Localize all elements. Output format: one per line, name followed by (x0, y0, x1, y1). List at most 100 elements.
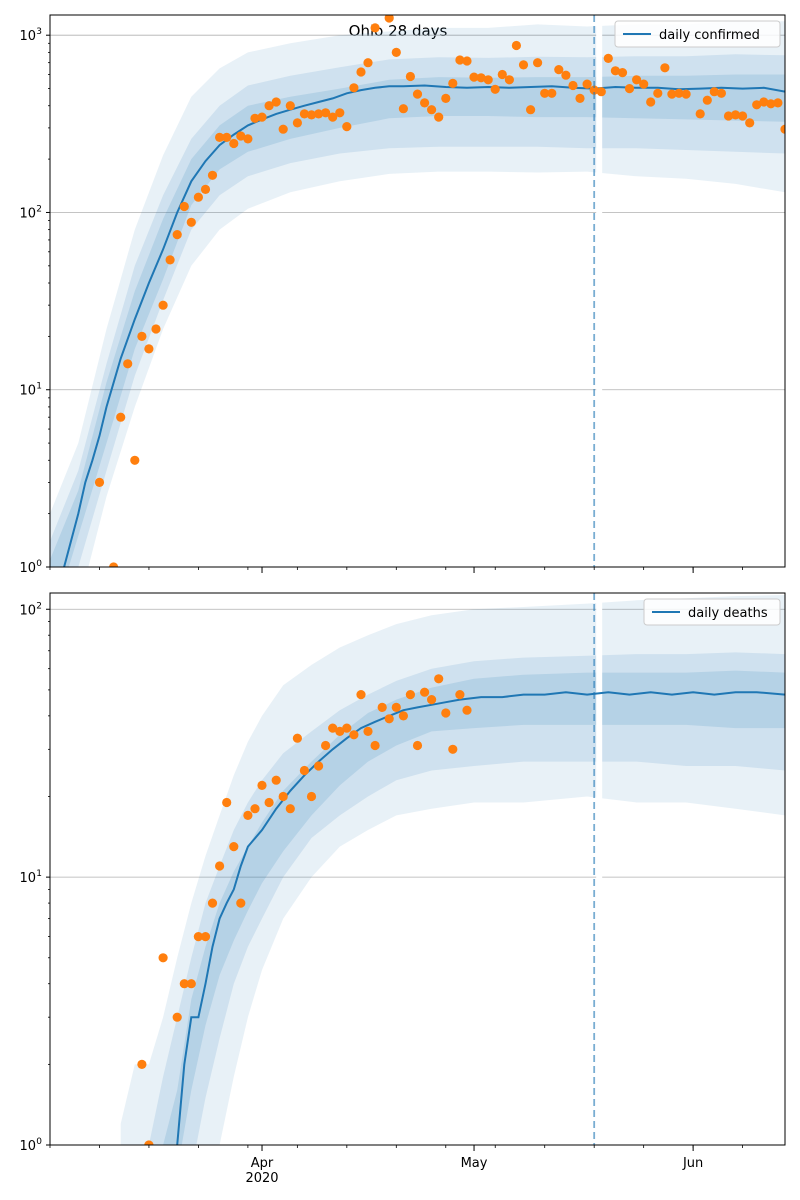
observed-point (773, 98, 783, 108)
observed-point (349, 83, 359, 93)
observed-point (490, 84, 500, 94)
observed-point (328, 723, 338, 733)
observed-point (207, 170, 218, 180)
observed-point (200, 184, 211, 194)
observed-point (540, 88, 550, 98)
middle-interval-band (50, 54, 785, 567)
y-tick-label-exponent: 2 (36, 204, 42, 214)
observed-point (363, 726, 373, 737)
observed-point (469, 72, 479, 82)
y-tick-label: 10 (19, 384, 36, 399)
observed-point (582, 79, 592, 89)
observed-point (427, 695, 437, 705)
observed-point (215, 861, 225, 871)
observed-point (391, 702, 401, 713)
observed-point (243, 810, 253, 821)
legend: daily confirmed (614, 20, 781, 48)
observed-point (568, 80, 578, 91)
observed-point (412, 89, 423, 99)
legend-label: daily deaths (688, 606, 768, 621)
x-tick-label: May (461, 1156, 488, 1171)
observed-point (264, 101, 274, 111)
observed-point (434, 674, 444, 684)
observed-point (314, 761, 324, 771)
observed-point (158, 300, 168, 310)
observed-point (561, 70, 571, 80)
observed-point (745, 118, 755, 128)
observed-point (646, 97, 656, 107)
observed-point (448, 744, 458, 754)
y-tick-label: 10 (19, 29, 36, 44)
observed-point (483, 75, 493, 85)
observed-point (476, 73, 486, 83)
observed-point (278, 124, 288, 134)
observed-point (271, 775, 281, 785)
plot-area (50, 15, 785, 567)
observed-point (575, 93, 585, 103)
series-line-daily-deaths (176, 691, 785, 1145)
observed-point (299, 109, 309, 119)
observed-point (603, 53, 613, 64)
observed-point (653, 88, 663, 98)
observed-point (596, 87, 606, 97)
observed-point (314, 109, 324, 119)
observed-point (193, 932, 203, 942)
observed-point (412, 740, 423, 751)
observed-point (151, 324, 161, 334)
observed-point (405, 690, 415, 700)
observed-point (455, 55, 465, 65)
observed-point (116, 412, 126, 422)
observed-point (321, 740, 331, 751)
observed-point (172, 230, 182, 240)
y-tick-label-exponent: 3 (36, 27, 42, 37)
observed-point (384, 714, 394, 724)
observed-point (292, 733, 302, 743)
observed-point (589, 85, 599, 95)
observed-point (186, 217, 196, 227)
observed-point (335, 108, 345, 118)
y-tick-label-exponent: 0 (36, 1137, 42, 1147)
observed-point (179, 201, 189, 212)
observed-point (257, 112, 267, 122)
axes-frame (49, 592, 786, 1146)
y-tick-label: 10 (19, 206, 36, 221)
observed-point (109, 562, 119, 567)
observed-point (610, 66, 621, 76)
observed-point (130, 455, 140, 465)
observed-point (94, 477, 105, 487)
observed-point (441, 708, 451, 718)
observed-point (420, 687, 430, 697)
observed-point (306, 110, 317, 120)
observed-point (144, 344, 154, 354)
observed-point (278, 791, 288, 802)
observed-point (702, 95, 712, 105)
observed-point (236, 898, 246, 908)
observed-point (384, 15, 394, 23)
observed-point (172, 1012, 182, 1022)
observed-point (342, 723, 352, 733)
x-tick-label: Apr (251, 1156, 274, 1171)
observed-point (285, 101, 295, 111)
forecast-gap (596, 15, 603, 567)
observed-point (405, 71, 415, 82)
legend: daily deaths (643, 598, 781, 626)
observed-point (681, 89, 691, 99)
observed-point (328, 112, 338, 122)
observed-point (377, 702, 387, 713)
observed-point (292, 118, 302, 128)
observed-point (511, 40, 521, 51)
observed-point (716, 88, 727, 98)
y-tick-label: 10 (19, 1139, 36, 1154)
x-year-label: 2020 (245, 1171, 278, 1186)
observed-point (165, 255, 175, 265)
y-tick-label: 10 (19, 561, 36, 576)
observed-point (504, 75, 514, 85)
observed-point (434, 112, 444, 122)
y-tick-label: 10 (19, 871, 36, 886)
observed-point (193, 192, 203, 202)
observed-point (257, 780, 267, 791)
observed-point (236, 131, 246, 141)
